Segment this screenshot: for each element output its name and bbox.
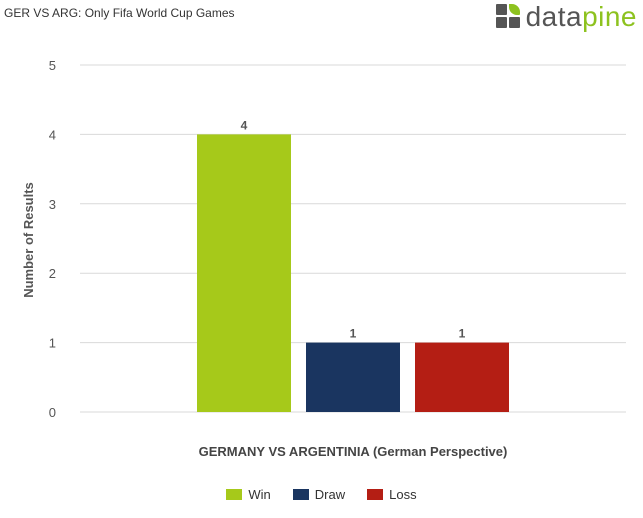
datapine-logo-icon xyxy=(495,4,522,30)
legend-label: Loss xyxy=(389,487,417,502)
y-tick-label: 1 xyxy=(49,336,56,351)
legend-item-draw[interactable]: Draw xyxy=(292,487,346,502)
data-labels: 4 1 1 xyxy=(241,118,466,340)
legend-item-win[interactable]: Win xyxy=(226,487,271,502)
legend-label: Win xyxy=(248,487,271,502)
bar-win[interactable] xyxy=(197,134,291,412)
y-tick-label: 4 xyxy=(49,127,56,142)
bar-draw[interactable] xyxy=(306,342,400,412)
chart-title: GER VS ARG: Only Fifa World Cup Games xyxy=(4,6,235,20)
data-label-win: 4 xyxy=(241,118,248,132)
y-axis-label: Number of Results xyxy=(21,182,36,298)
y-tick-label: 0 xyxy=(49,405,56,420)
data-label-loss: 1 xyxy=(459,327,466,341)
bar-loss[interactable] xyxy=(415,342,509,412)
data-label-draw: 1 xyxy=(350,327,357,341)
y-tick-label: 3 xyxy=(49,197,56,212)
x-axis-label: GERMANY VS ARGENTINIA (German Perspectiv… xyxy=(199,444,508,459)
legend-swatch xyxy=(292,489,309,500)
datapine-logo: datapine xyxy=(495,1,637,32)
gridlines xyxy=(80,64,626,413)
legend-swatch xyxy=(226,489,243,500)
bars xyxy=(197,134,509,412)
logo-text: datapine xyxy=(525,1,637,32)
y-axis-ticks: 0 1 2 3 4 5 xyxy=(49,58,56,420)
y-tick-label: 5 xyxy=(49,58,56,73)
legend-item-loss[interactable]: Loss xyxy=(367,487,417,502)
legend-swatch xyxy=(367,489,384,500)
legend-label: Draw xyxy=(314,487,346,502)
legend: Win Draw Loss xyxy=(0,487,643,502)
y-tick-label: 2 xyxy=(49,266,56,281)
